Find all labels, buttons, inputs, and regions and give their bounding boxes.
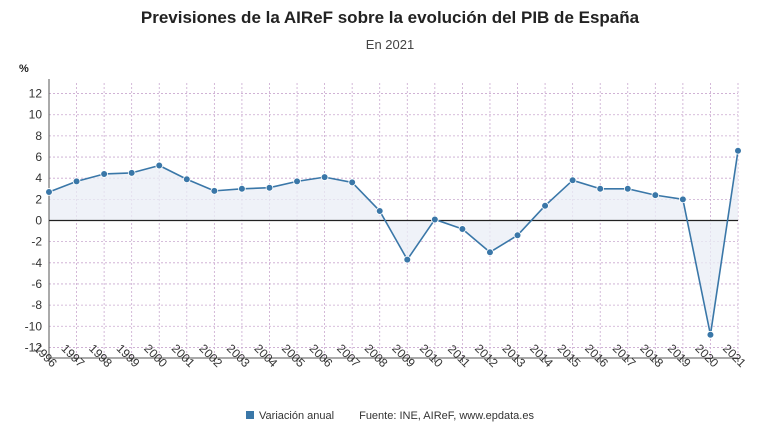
y-tick-label: 2 xyxy=(35,192,42,206)
data-point xyxy=(127,169,136,177)
x-tick-label: 2021 xyxy=(720,341,749,370)
x-tick-label: 2007 xyxy=(334,341,363,370)
x-tick-label: 2015 xyxy=(555,341,584,370)
x-tick-label: 2001 xyxy=(169,341,198,370)
axes xyxy=(48,79,739,362)
data-point xyxy=(486,248,494,257)
data-point xyxy=(541,201,549,210)
x-tick-label: 1997 xyxy=(59,341,88,370)
y-tick-label: -10 xyxy=(25,319,43,333)
y-axis-unit: % xyxy=(19,63,29,75)
x-tick-label: 2012 xyxy=(472,341,501,370)
data-point xyxy=(513,231,522,240)
data-point xyxy=(431,215,439,224)
data-point xyxy=(293,177,301,186)
legend: Variación anual xyxy=(246,410,337,422)
y-tick-label: 6 xyxy=(35,150,42,164)
x-tick-label: 1996 xyxy=(31,341,60,370)
x-tick-label: 2011 xyxy=(445,342,473,370)
x-tick-label: 2006 xyxy=(307,341,336,370)
x-tick-label: 2005 xyxy=(279,341,308,370)
source-text: Fuente: INE, AIReF, www.epdata.es xyxy=(359,410,534,422)
x-tick-label: 1999 xyxy=(114,341,143,370)
y-tick-label: 8 xyxy=(35,129,42,143)
y-tick-label: 12 xyxy=(29,87,43,101)
y-tick-label: -4 xyxy=(31,256,42,270)
data-point xyxy=(596,184,604,193)
chart-title: Previsiones de la AIReF sobre la evoluci… xyxy=(140,8,640,27)
data-point xyxy=(320,173,329,181)
data-point xyxy=(568,176,577,185)
y-tick-label: 10 xyxy=(29,108,43,122)
data-point xyxy=(706,330,715,339)
data-point xyxy=(651,191,660,199)
x-tick-label: 2002 xyxy=(196,341,225,370)
data-point xyxy=(238,184,246,193)
x-tick-label: 2019 xyxy=(665,341,694,370)
x-tick-label: 2004 xyxy=(251,341,280,370)
y-tick-label: -12 xyxy=(25,340,43,354)
data-point xyxy=(679,195,687,204)
chart-footer: Variación anual Fuente: INE, AIReF, www.… xyxy=(0,410,780,422)
data-points xyxy=(45,146,742,339)
y-tick-label: -2 xyxy=(31,235,42,249)
data-point xyxy=(72,177,81,186)
data-point xyxy=(403,255,412,264)
x-tick-labels: 1996199719981999200020012002200320042005… xyxy=(31,341,749,370)
x-tick-label: 2016 xyxy=(582,341,611,370)
y-tick-label: 0 xyxy=(35,214,42,228)
data-point xyxy=(348,178,356,187)
y-tick-labels: 12 10 8 6 4 2 0 -2 -4 -6 -8 -10 -12 xyxy=(25,87,43,355)
y-tick-label: 4 xyxy=(35,171,42,185)
legend-swatch xyxy=(246,411,255,420)
x-tick-label: 2000 xyxy=(141,341,170,370)
data-point xyxy=(458,225,467,233)
x-tick-label: 2017 xyxy=(610,341,639,370)
data-point xyxy=(375,207,384,215)
data-point xyxy=(45,188,53,196)
data-point xyxy=(623,184,632,193)
data-point xyxy=(734,146,742,155)
series-line-path xyxy=(48,150,739,336)
x-tick-label: 2013 xyxy=(500,341,529,370)
x-tick-label: 2003 xyxy=(224,341,253,370)
chart-subtitle: En 2021 xyxy=(365,37,415,52)
x-tick-label: 2018 xyxy=(637,341,666,370)
x-tick-label: 1998 xyxy=(86,341,115,370)
line-chart: 12 10 8 6 4 2 0 -2 -4 -6 -8 -10 -12 1996199719981999… xyxy=(25,79,749,370)
data-point xyxy=(155,161,164,170)
data-point xyxy=(100,170,108,178)
x-tick-label: 2009 xyxy=(389,341,418,370)
x-tick-label: 2014 xyxy=(527,341,556,370)
series-line xyxy=(48,150,739,336)
legend-label: Variación anual xyxy=(259,410,335,422)
y-tick-label: -6 xyxy=(31,277,42,291)
area-path xyxy=(49,150,738,335)
data-point xyxy=(265,183,274,192)
data-point xyxy=(210,187,219,195)
area-fill xyxy=(49,150,738,335)
x-tick-label: 2010 xyxy=(417,341,446,370)
data-point xyxy=(183,175,191,184)
y-tick-label: -8 xyxy=(31,298,42,312)
x-tick-label: 2008 xyxy=(362,341,391,370)
x-tick-label: 2020 xyxy=(692,341,721,370)
